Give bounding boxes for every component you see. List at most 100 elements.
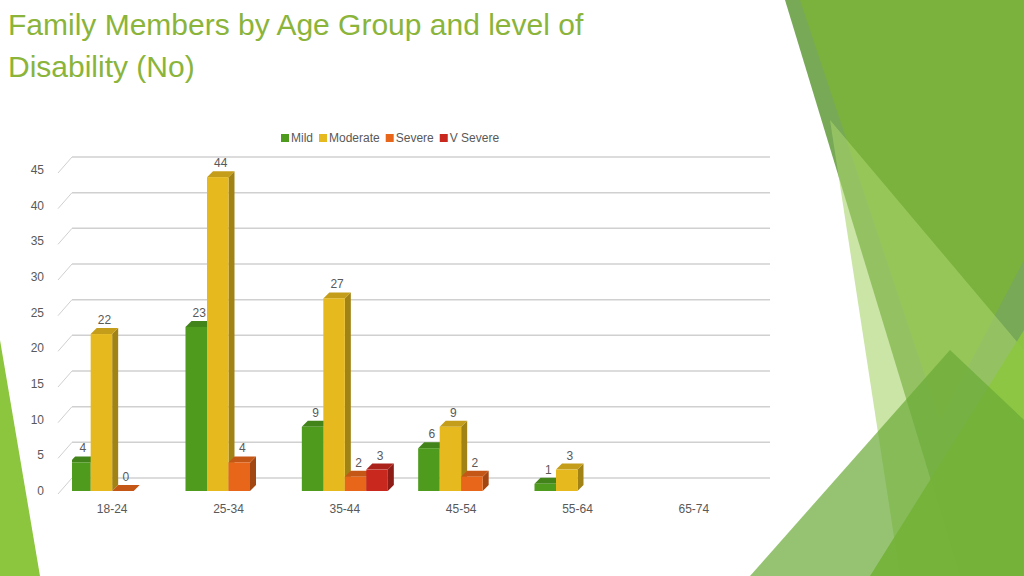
grid-line-side (58, 157, 72, 173)
bar-top (556, 464, 584, 470)
data-labels: 4239612244279304223 (80, 156, 574, 484)
data-label: 27 (330, 277, 344, 291)
x-tick-label: 25-34 (213, 502, 244, 516)
bar (229, 462, 251, 491)
bar-group (207, 171, 235, 491)
data-label: 1 (545, 463, 552, 477)
y-tick-label: 25 (31, 306, 45, 320)
bar (366, 470, 388, 491)
y-axis: 051015202530354045 (31, 157, 770, 498)
data-label: 0 (123, 470, 130, 484)
bar-group (323, 292, 351, 491)
y-tick-label: 40 (31, 199, 45, 213)
legend: Mild Moderate Severe V Severe (281, 131, 499, 145)
chart: 05101520253035404518-2425-3435-4445-5455… (0, 0, 1024, 576)
grid-line-side (58, 264, 72, 280)
legend-swatch (319, 134, 327, 142)
legend-label: V Severe (450, 131, 500, 145)
grid-line (72, 442, 770, 444)
bar-group (112, 485, 140, 491)
bar-side (250, 456, 256, 491)
x-tick-label: 55-64 (562, 502, 593, 516)
grid-line-side (58, 478, 72, 494)
grid-line (72, 228, 770, 230)
bar-top (366, 464, 394, 470)
bar-top (323, 292, 351, 298)
legend-swatch (386, 134, 394, 142)
bar-side (112, 328, 118, 491)
data-label: 3 (377, 449, 384, 463)
bar (112, 491, 133, 492)
bar (440, 427, 462, 491)
slide: 05101520253035404518-2425-3435-4445-5455… (0, 0, 1024, 576)
data-label: 2 (472, 456, 479, 470)
bar-top (461, 471, 489, 477)
bar-group (229, 456, 257, 491)
y-tick-label: 30 (31, 270, 45, 284)
grid-line-side (58, 300, 72, 316)
grid-line-side (58, 407, 72, 423)
bar (323, 298, 345, 491)
bar (91, 334, 113, 491)
bar (461, 477, 483, 491)
legend-label: Severe (396, 131, 434, 145)
y-tick-label: 35 (31, 234, 45, 248)
bar-top (440, 421, 468, 427)
y-tick-label: 20 (31, 341, 45, 355)
y-tick-label: 5 (37, 448, 44, 462)
bar-group (461, 471, 489, 491)
grid-line-side (58, 442, 72, 458)
legend-label: Mild (291, 131, 313, 145)
grid-line-side (58, 193, 72, 209)
bar (302, 427, 324, 491)
grid-line (72, 156, 770, 158)
x-tick-label: 45-54 (446, 502, 477, 516)
grid-line (72, 406, 770, 408)
bar-top (91, 328, 119, 334)
deco-shape (0, 340, 40, 576)
legend-label: Moderate (329, 131, 380, 145)
bar-top (207, 171, 235, 177)
legend-swatch (281, 134, 289, 142)
bar-top (229, 456, 257, 462)
data-label: 3 (566, 449, 573, 463)
data-label: 6 (429, 427, 436, 441)
grid-line-side (58, 371, 72, 387)
background-decoration (0, 0, 1024, 576)
grid-line (72, 263, 770, 265)
data-label: 23 (193, 306, 207, 320)
bar-group (556, 464, 584, 491)
grid-line (72, 335, 770, 337)
grid-line-side (58, 228, 72, 244)
data-label: 9 (312, 406, 319, 420)
x-tick-label: 35-44 (329, 502, 360, 516)
grid-line (72, 299, 770, 301)
bar-side (345, 292, 351, 491)
grid-line (72, 370, 770, 372)
data-label: 4 (80, 441, 87, 455)
deco-shape (750, 350, 1024, 576)
title: Family Members by Age Group and level of… (8, 4, 678, 88)
y-tick-label: 10 (31, 413, 45, 427)
bar-group (91, 328, 119, 491)
grid-line (72, 192, 770, 194)
bar-top (112, 485, 140, 491)
grid-line-side (58, 335, 72, 351)
data-label: 9 (450, 406, 457, 420)
legend-swatch (440, 134, 448, 142)
bar (72, 462, 91, 491)
bar-group (366, 464, 394, 491)
y-tick-label: 15 (31, 377, 45, 391)
bar (186, 327, 208, 491)
bar-side (229, 171, 235, 491)
data-label: 22 (98, 313, 112, 327)
bar (207, 177, 229, 491)
y-tick-label: 45 (31, 163, 45, 177)
bar (556, 470, 578, 491)
data-label: 4 (239, 441, 246, 455)
bar (345, 477, 367, 491)
data-label: 44 (214, 156, 228, 170)
x-axis: 18-2425-3435-4445-5455-6465-74 (97, 502, 710, 516)
y-tick-label: 0 (37, 484, 44, 498)
x-tick-label: 65-74 (678, 502, 709, 516)
